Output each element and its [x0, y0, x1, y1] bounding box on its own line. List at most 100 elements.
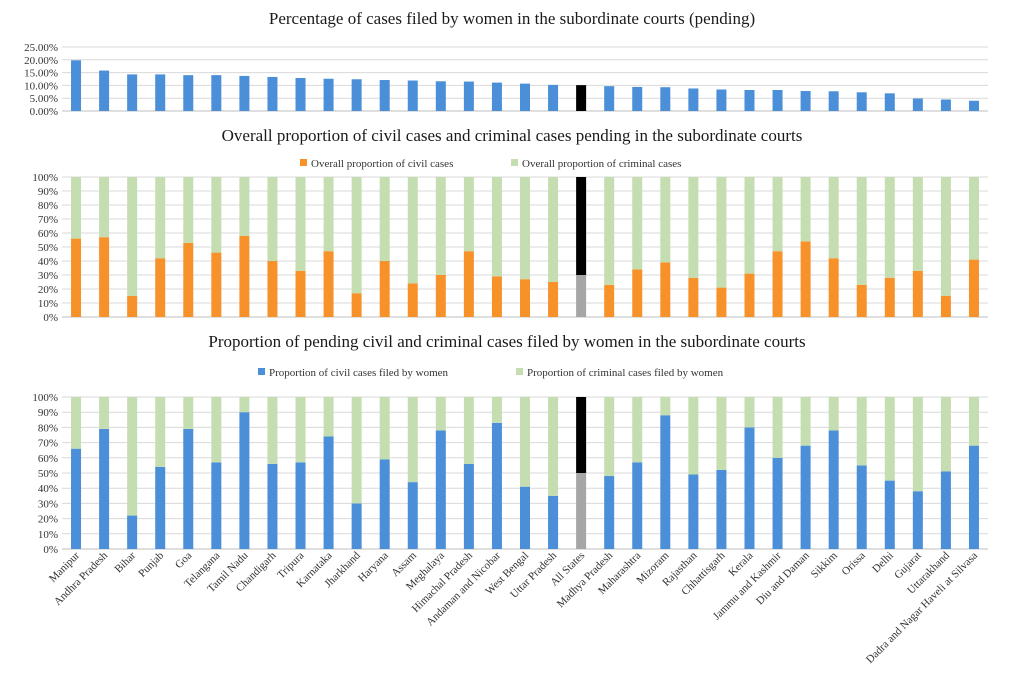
- chart3-bar-civil: [323, 436, 334, 549]
- x-category-label: Goa: [173, 550, 195, 572]
- chart2-y-tick-label: 90%: [38, 186, 58, 198]
- chart3-bar-criminal: [856, 397, 867, 466]
- chart3-bar-criminal: [239, 397, 250, 413]
- chart1-y-tick-label: 15.00%: [24, 68, 58, 80]
- chart3-y-tick-label: 20%: [38, 514, 58, 526]
- chart2-bar-civil: [660, 262, 671, 317]
- chart3-bar-civil: [604, 476, 615, 549]
- chart2-bar-criminal: [407, 177, 418, 284]
- chart2-bar-civil: [183, 242, 194, 317]
- chart2-bar-civil: [127, 296, 138, 317]
- chart3-bar-civil: [772, 457, 783, 549]
- chart2-bar-criminal: [772, 177, 783, 252]
- chart2-bar-civil: [968, 259, 979, 317]
- chart2-bar-criminal: [884, 177, 895, 278]
- chart1-bar: [520, 83, 530, 111]
- chart3-bar-civil: [491, 422, 502, 549]
- chart3-bar-criminal: [351, 397, 362, 504]
- chart2-y-tick-label: 100%: [32, 172, 58, 184]
- chart3-bar-criminal: [379, 397, 390, 460]
- chart3-bar-criminal: [940, 397, 951, 472]
- chart1-plot: 25.00%20.00%15.00%10.00%5.00%0.00%: [24, 42, 988, 118]
- chart1-bar: [548, 84, 559, 111]
- chart2-bar-civil: [407, 283, 418, 317]
- chart1-bar: [267, 76, 278, 111]
- chart3-bar-civil: [295, 462, 306, 549]
- chart3-bar-civil: [884, 480, 895, 549]
- chart2-bar-civil: [491, 276, 502, 317]
- chart3-legend-criminal: Proportion of criminal cases filed by wo…: [527, 367, 724, 379]
- chart2-y-tick-label: 70%: [38, 214, 58, 226]
- x-category-label: Punjab: [136, 549, 166, 579]
- chart2-bar-criminal: [99, 177, 110, 238]
- chart3-bar-civil: [688, 474, 699, 549]
- chart1-bar: [716, 89, 727, 111]
- chart2-y-tick-label: 60%: [38, 228, 58, 240]
- chart3-legend: Proportion of civil cases filed by women…: [258, 367, 724, 379]
- chart2-bar-civil: [716, 287, 727, 317]
- chart3-bar-civil: [912, 491, 923, 549]
- chart1-bar: [884, 93, 895, 111]
- chart2-bar-criminal: [828, 177, 839, 259]
- chart2-bar-criminal: [968, 177, 979, 260]
- chart2-y-tick-label: 30%: [38, 270, 58, 282]
- chart2-bar-criminal: [744, 177, 755, 274]
- chart2-bar-civil: [800, 241, 811, 317]
- chart1-bar: [828, 91, 839, 111]
- chart1-bar: [435, 81, 446, 111]
- chart2-bar-criminal: [183, 177, 194, 243]
- chart3-bar-civil: [463, 463, 474, 549]
- chart2-bar-civil: [912, 270, 923, 317]
- chart1-bar: [772, 90, 783, 111]
- x-category-label: Haryana: [356, 550, 391, 585]
- chart3-bar-criminal: [548, 397, 559, 496]
- chart2-bar-civil: [463, 251, 474, 317]
- chart3-y-tick-label: 80%: [38, 422, 58, 434]
- chart3-bar-criminal: [463, 397, 474, 464]
- chart2-bar-civil: [351, 293, 362, 317]
- chart3-bar-civil: [99, 428, 110, 549]
- chart2-bar-criminal: [632, 177, 643, 270]
- chart2-y-tick-label: 20%: [38, 284, 58, 296]
- chart3-bar-civil: [800, 445, 811, 549]
- chart2-bar-criminal: [239, 177, 250, 236]
- chart3-y-tick-label: 30%: [38, 498, 58, 510]
- chart3-y-tick-label: 40%: [38, 483, 58, 495]
- chart3-bar-civil: [435, 430, 446, 549]
- chart3-legend-swatch-civil: [258, 368, 265, 375]
- chart3-bar-civil: [940, 471, 951, 549]
- chart2-bar-criminal: [379, 177, 390, 261]
- chart2-bar-criminal: [351, 177, 362, 294]
- chart3-bar-criminal: [183, 397, 194, 429]
- chart3-bar-civil: [548, 495, 559, 549]
- chart2-legend-swatch-civil: [300, 159, 307, 166]
- chart1-bar: [351, 79, 362, 111]
- chart1-bar: [323, 78, 334, 111]
- chart3-bar-criminal: [491, 397, 502, 423]
- chart3-bar-criminal: [800, 397, 811, 446]
- chart1-bar: [463, 81, 474, 111]
- chart2-y-tick-label: 80%: [38, 200, 58, 212]
- chart1-bar: [688, 88, 699, 111]
- chart2-bar-civil: [379, 261, 390, 317]
- chart1-bar: [660, 87, 671, 111]
- chart1-bar: [604, 86, 615, 111]
- chart2-bar-civil: [576, 275, 587, 317]
- chart3-bar-criminal: [211, 397, 222, 463]
- chart3-y-tick-label: 70%: [38, 438, 58, 450]
- chart2-bar-civil: [295, 270, 306, 317]
- chart2-bar-criminal: [688, 177, 699, 278]
- chart3-bar-civil: [744, 427, 755, 549]
- chart2-title: Overall proportion of civil cases and cr…: [222, 126, 803, 145]
- chart2-plot: 100% 90% 80% 70% 60% 50% 40% 30% 20% 10% 0%: [32, 172, 988, 324]
- chart3-bar-civil: [155, 466, 166, 549]
- chart2-bar-civil: [267, 261, 278, 317]
- chart3-y-tick-label: 10%: [38, 529, 58, 541]
- chart2-bar-criminal: [435, 177, 446, 275]
- chart2-bar-civil: [884, 277, 895, 317]
- chart1-bar: [71, 60, 82, 111]
- chart2-bar-civil: [632, 269, 643, 317]
- chart2-bar-civil: [548, 282, 559, 317]
- chart3-bar-civil: [407, 482, 418, 549]
